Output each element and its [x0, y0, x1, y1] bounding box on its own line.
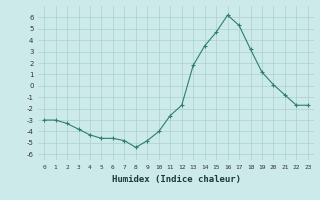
- X-axis label: Humidex (Indice chaleur): Humidex (Indice chaleur): [111, 175, 241, 184]
